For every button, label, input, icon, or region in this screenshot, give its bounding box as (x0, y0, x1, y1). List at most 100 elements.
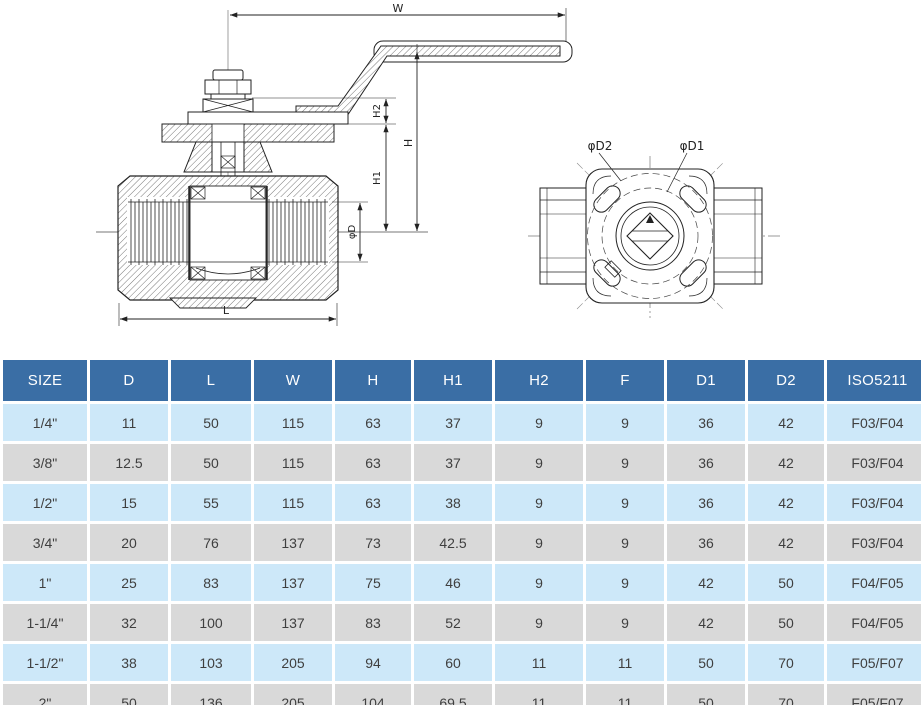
mounting-flange (161, 123, 335, 143)
col-header-l: L (171, 360, 251, 401)
header-row: SIZE D L W H H1 H2 F D1 D2 ISO5211 (3, 360, 921, 401)
pipe-end-left (539, 187, 589, 285)
stem-assembly (187, 69, 349, 125)
table-cell: 52 (414, 604, 492, 641)
table-row: 2" 50 136 205 104 69.5 11 11 50 70 F05/F07 (3, 684, 921, 705)
bolt-slot (593, 185, 621, 213)
table-cell: 60 (414, 644, 492, 681)
table-cell: 38 (90, 644, 168, 681)
stop-pin (604, 260, 622, 278)
ball-bottom-arc (195, 267, 261, 275)
table-row: 1-1/2" 38 103 205 94 60 11 11 50 70 F05/F07 (3, 644, 921, 681)
table-cell: 63 (335, 444, 411, 481)
thread-left (130, 199, 188, 265)
table-cell: 37 (414, 444, 492, 481)
table-cell: F03/F04 (827, 444, 921, 481)
table-cell: 100 (171, 604, 251, 641)
stem-top (604, 201, 685, 278)
valve-body (117, 175, 339, 309)
table-cell: 50 (748, 604, 824, 641)
table-cell: 36 (667, 444, 745, 481)
pipe-end-right (711, 187, 763, 285)
table-cell: 1/4" (3, 404, 87, 441)
dim-h2 (252, 97, 396, 125)
dim-label-phi-d1: φD1 (680, 139, 705, 153)
bolt-slot (679, 259, 707, 287)
table-cell: 42 (667, 564, 745, 601)
table-cell: 50 (667, 644, 745, 681)
bolt-circle-d1 (601, 187, 699, 285)
table-cell: 32 (90, 604, 168, 641)
dim-label-h: H (402, 139, 415, 147)
col-header-iso5211: ISO5211 (827, 360, 921, 401)
table-cell: 42 (748, 444, 824, 481)
bolt-circle-d2 (587, 173, 713, 299)
dim-label-h2: H2 (372, 104, 383, 118)
table-row: 1/2" 15 55 115 63 38 9 9 36 42 F03/F04 (3, 484, 921, 521)
spec-table: SIZE D L W H H1 H2 F D1 D2 ISO5211 1/4" 1… (0, 357, 921, 705)
handle-arm (295, 45, 561, 117)
col-header-f: F (586, 360, 664, 401)
table-cell: 20 (90, 524, 168, 561)
table-cell: 3/4" (3, 524, 87, 561)
ball-chamber (189, 185, 267, 281)
table-cell: 70 (748, 684, 824, 705)
table-cell: 9 (495, 404, 583, 441)
position-pointer (646, 215, 654, 223)
table-cell: 9 (495, 564, 583, 601)
bonnet-neck (183, 141, 273, 200)
table-cell: 205 (254, 644, 332, 681)
table-row: 1/4" 11 50 115 63 37 9 9 36 42 F03/F04 (3, 404, 921, 441)
col-header-d2: D2 (748, 360, 824, 401)
table-cell: 11 (90, 404, 168, 441)
table-cell: 38 (414, 484, 492, 521)
handle-base-plate (187, 111, 349, 125)
col-header-d: D (90, 360, 168, 401)
leader-phi-d2 (598, 152, 622, 182)
table-cell: 36 (667, 484, 745, 521)
leader-phi-d1 (666, 152, 688, 193)
stem-square-drive (626, 212, 674, 260)
bottom-boss (168, 297, 258, 309)
table-cell: 50 (748, 564, 824, 601)
table-cell: 3/8" (3, 444, 87, 481)
table-cell: F03/F04 (827, 404, 921, 441)
table-cell: 36 (667, 524, 745, 561)
table-cell: 9 (586, 564, 664, 601)
dim-label-l: L (223, 304, 230, 317)
table-cell: F03/F04 (827, 524, 921, 561)
dim-label-phi-d2: φD2 (588, 139, 613, 153)
table-row: 3/8" 12.5 50 115 63 37 9 9 36 42 F03/F04 (3, 444, 921, 481)
table-cell: 2" (3, 684, 87, 705)
table-cell: 1-1/4" (3, 604, 87, 641)
handle (295, 40, 573, 117)
table-cell: 42 (748, 524, 824, 561)
table-cell: 83 (171, 564, 251, 601)
col-header-h: H (335, 360, 411, 401)
table-cell: 50 (667, 684, 745, 705)
table-cell: 104 (335, 684, 411, 705)
table-cell: 115 (254, 444, 332, 481)
col-header-h1: H1 (414, 360, 492, 401)
table-row: 1-1/4" 32 100 137 83 52 9 9 42 50 F04/F05 (3, 604, 921, 641)
col-header-h2: H2 (495, 360, 583, 401)
table-row: 1" 25 83 137 75 46 9 9 42 50 F04/F05 (3, 564, 921, 601)
top-view: φD2 φD1 (528, 139, 780, 318)
table-cell: 103 (171, 644, 251, 681)
thread-right (268, 199, 326, 265)
table-cell: 9 (586, 604, 664, 641)
side-view: W H H2 H1 (96, 2, 573, 326)
table-cell: 73 (335, 524, 411, 561)
table-cell: 70 (748, 644, 824, 681)
table-cell: 9 (586, 444, 664, 481)
table-cell: 76 (171, 524, 251, 561)
table-cell: 9 (586, 484, 664, 521)
table-cell: F04/F05 (827, 604, 921, 641)
table-cell: 205 (254, 684, 332, 705)
table-cell: 83 (335, 604, 411, 641)
col-header-size: SIZE (3, 360, 87, 401)
table-cell: 15 (90, 484, 168, 521)
table-cell: 11 (495, 684, 583, 705)
table-cell: F05/F07 (827, 684, 921, 705)
